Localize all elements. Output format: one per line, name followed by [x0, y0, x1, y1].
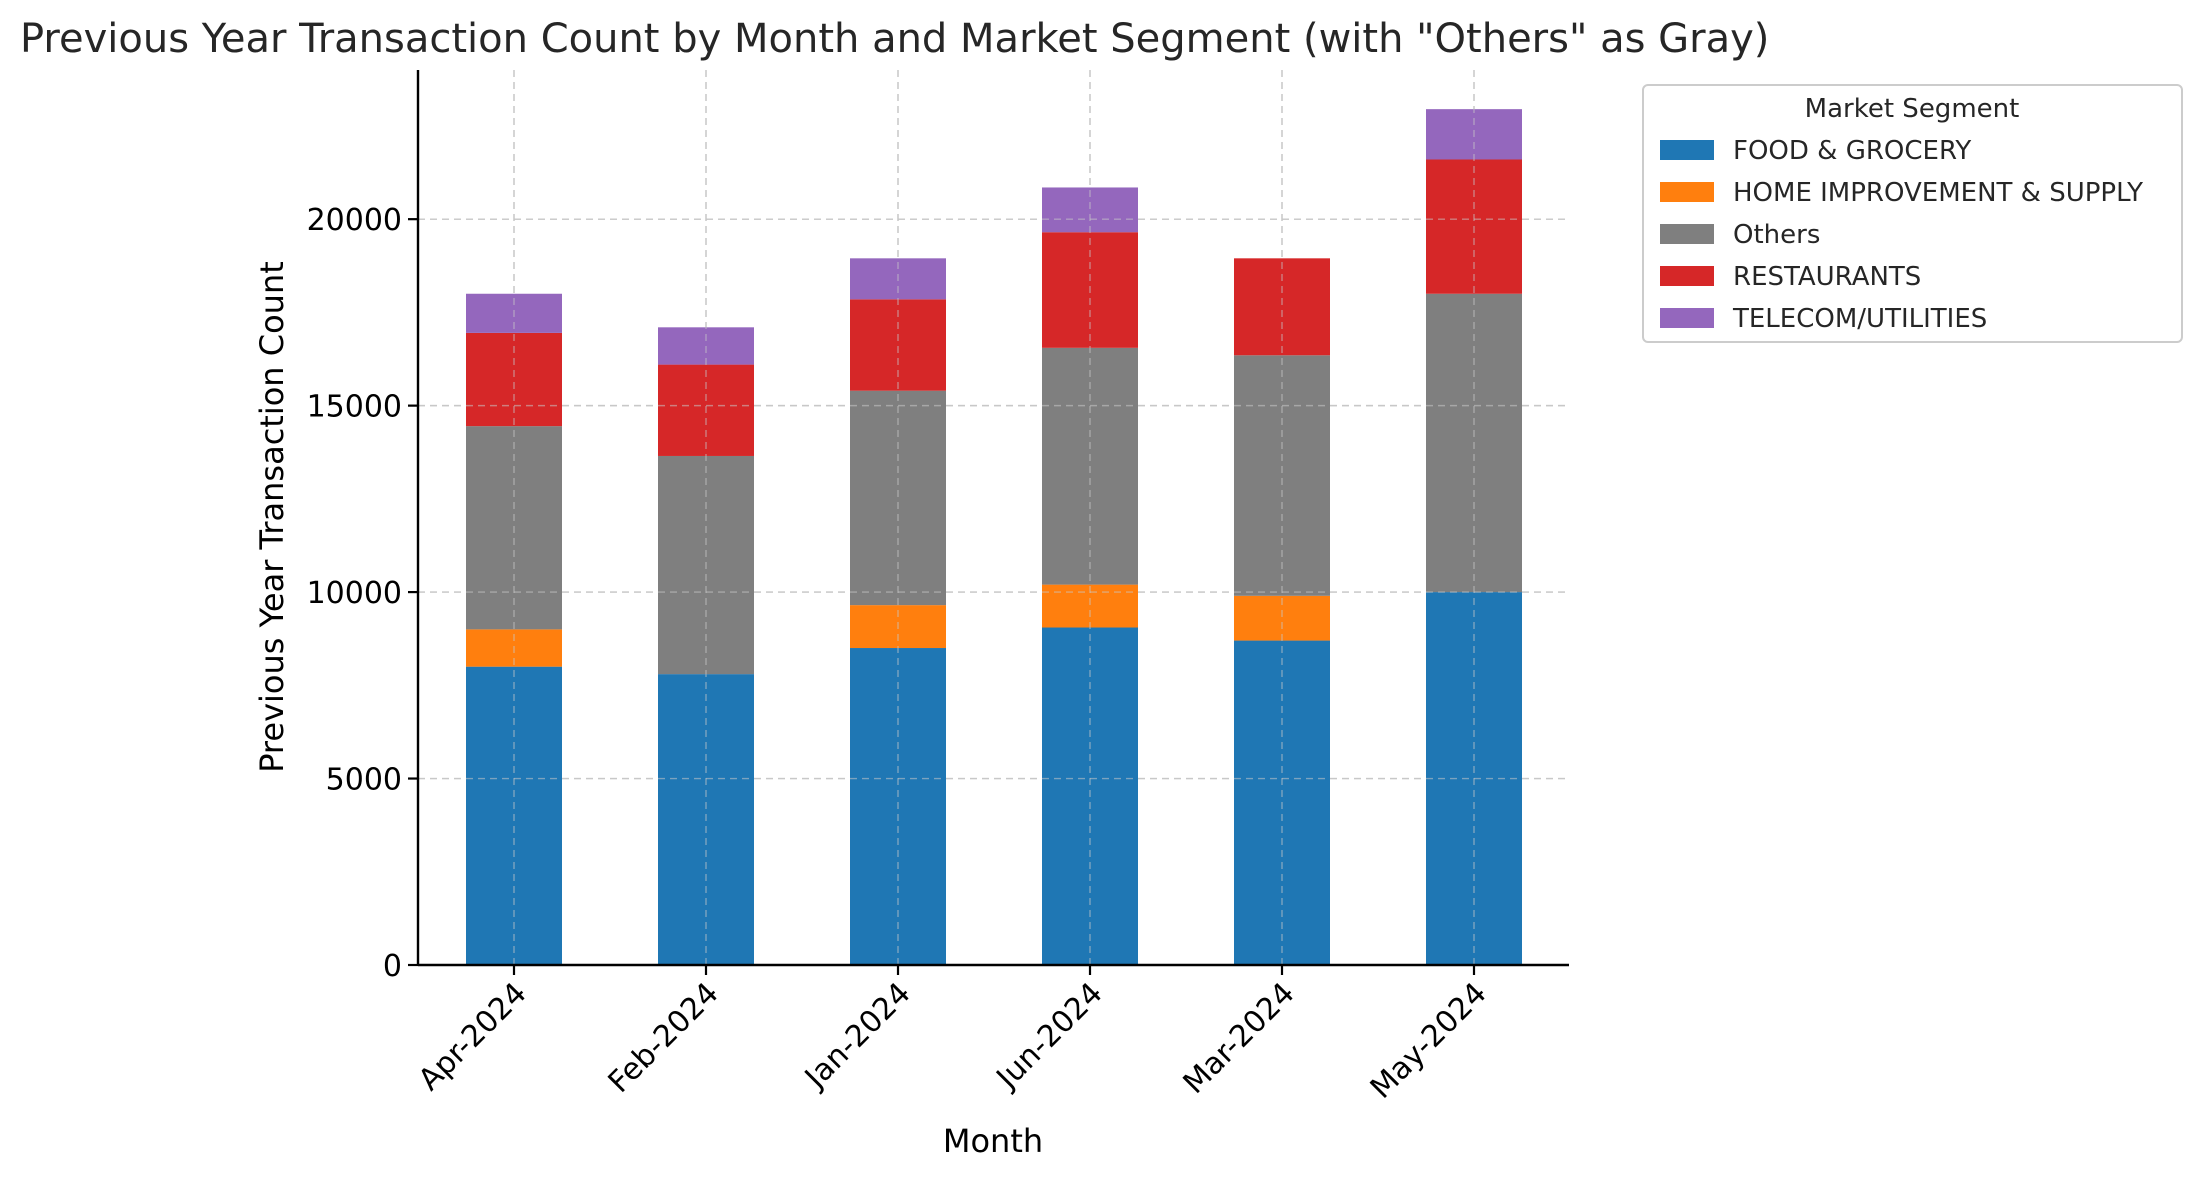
legend-swatch [1660, 308, 1714, 328]
legend-frame [1642, 84, 2183, 343]
legend-swatch [1660, 266, 1714, 286]
x-tick-label: Mar-2024 [1177, 976, 1302, 1101]
y-tick-label: 20000 [307, 203, 402, 238]
y-ticks: 0 5000 10000 15000 20000 [307, 203, 418, 984]
y-tick-label: 0 [383, 949, 402, 984]
y-axis-label: Previous Year Transaction Count [253, 261, 291, 773]
x-tick-label: Jan-2024 [797, 976, 918, 1097]
x-tick-label: Feb-2024 [602, 976, 726, 1100]
legend-items: FOOD & GROCERY HOME IMPROVEMENT & SUPPLY O… [1660, 136, 2143, 334]
legend-label: FOOD & GROCERY [1733, 136, 1971, 166]
grid-lines [418, 70, 1569, 965]
bars [418, 70, 1569, 965]
y-tick-label: 5000 [326, 763, 402, 798]
bar-segment-others-jan-2024 [850, 390, 946, 606]
x-axis-label: Month [943, 1122, 1043, 1160]
axes [416, 70, 1569, 967]
y-tick-label: 10000 [307, 576, 402, 611]
legend-label: HOME IMPROVEMENT & SUPPLY [1733, 178, 2143, 208]
legend-swatch [1660, 224, 1714, 244]
legend-label: RESTAURANTS [1733, 262, 1921, 292]
legend-swatch [1660, 182, 1714, 202]
legend-label: Others [1733, 220, 1820, 250]
legend: Market Segment FOOD & GROCERY HOME IMPROV… [1642, 84, 2183, 343]
chart-title: Previous Year Transaction Count by Month… [20, 16, 1769, 62]
bar-segment-others-mar-2024 [1234, 355, 1330, 596]
x-tick-label: Apr-2024 [412, 976, 534, 1098]
legend-swatch [1660, 140, 1714, 160]
y-tick-label: 15000 [307, 390, 402, 425]
x-ticks: Apr-2024 Feb-2024 Jan-2024 Jun-2024 Mar-2024… [412, 965, 1494, 1106]
x-tick-label: May-2024 [1364, 976, 1494, 1106]
legend-label: TELECOM/UTILITIES [1732, 304, 1987, 334]
legend-title: Market Segment [1805, 94, 2020, 124]
x-tick-label: Jun-2024 [989, 976, 1110, 1097]
